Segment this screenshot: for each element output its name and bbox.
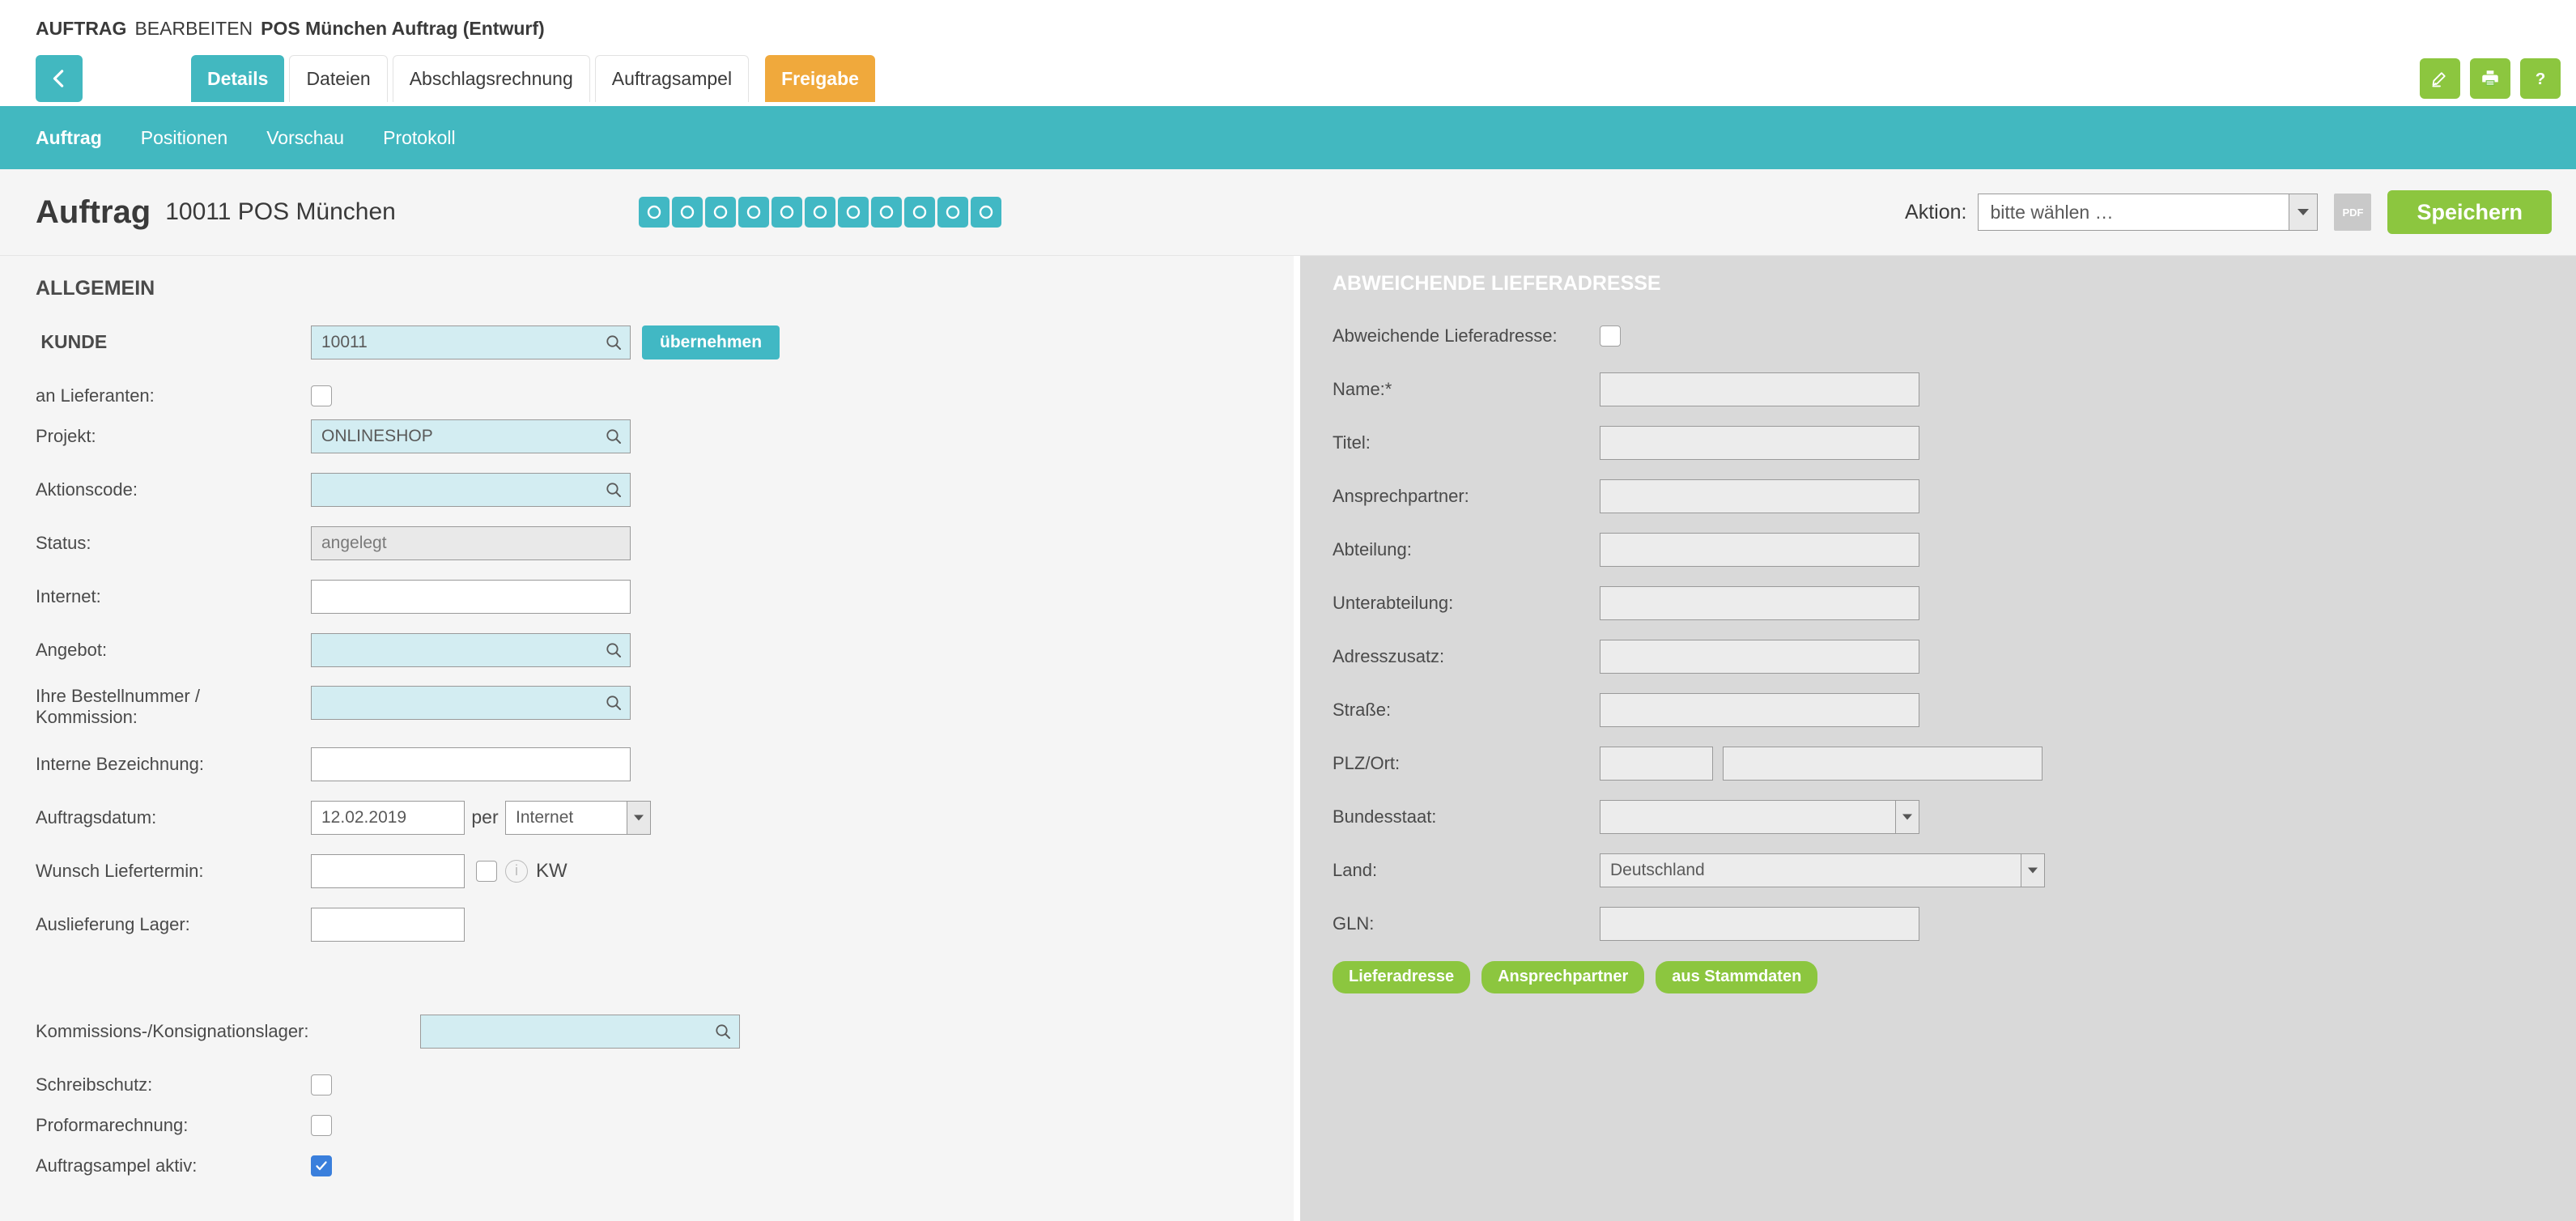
svg-text:?: ? [2536, 70, 2546, 88]
